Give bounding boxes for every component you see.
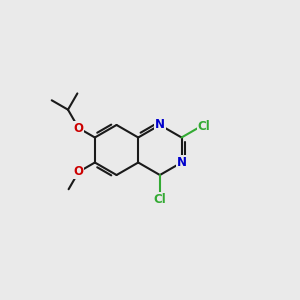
- Text: Cl: Cl: [154, 193, 166, 206]
- Text: Cl: Cl: [197, 120, 210, 133]
- Text: N: N: [155, 118, 165, 131]
- Text: N: N: [177, 156, 187, 169]
- Text: O: O: [74, 165, 84, 178]
- Text: O: O: [74, 122, 84, 135]
